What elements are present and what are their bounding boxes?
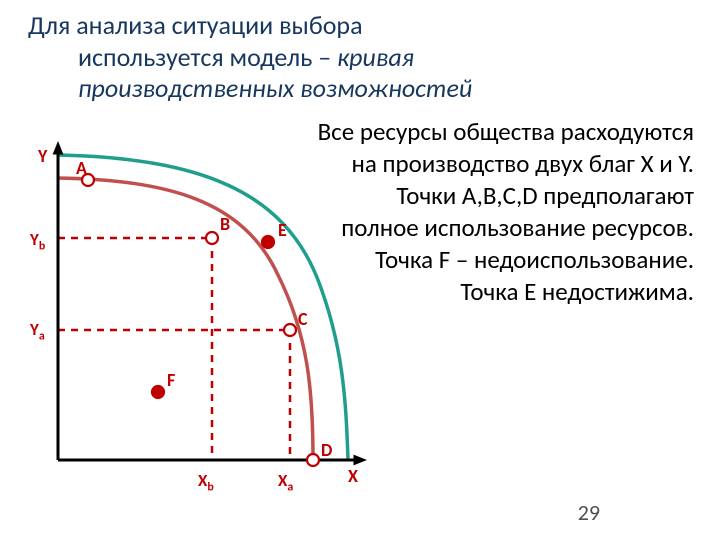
title-line2-wrap: используется модель – кривая производств… [28, 42, 688, 105]
point-C [284, 324, 296, 336]
body-p3: Точка F – недоиспользование. [375, 244, 694, 275]
x-axis-arrow [354, 455, 368, 466]
point-D [307, 454, 319, 466]
title-line2-italic: кривая [337, 41, 414, 73]
point-label-F: F [167, 369, 175, 391]
point-label-A: A [76, 157, 87, 179]
axis-label-Xa: Xa [278, 470, 293, 494]
point-label-B: B [220, 213, 230, 235]
point-B [206, 232, 218, 244]
point-E [262, 236, 274, 248]
ppf-inner-curve [58, 178, 313, 460]
body-p1: Все ресурсы общества расходуются на прои… [318, 116, 694, 179]
body-p2: Точки А,В,С,D предполагают полное исполь… [341, 180, 694, 243]
point-label-E: E [278, 219, 287, 241]
body-p4: Точка Е недостижима. [460, 276, 694, 307]
axis-label-Ya: Ya [29, 319, 45, 343]
page-number: 29 [578, 499, 600, 526]
point-F [152, 386, 164, 398]
axis-label-X: X [348, 465, 358, 487]
axis-label-Yb: Yb [29, 229, 46, 253]
point-label-C: C [298, 308, 308, 330]
ppf-chart: A B C D E F Y X Yb Ya Xb Xa [28, 130, 368, 500]
y-axis-arrow [53, 141, 64, 155]
title-line3-italic: производственных возможностей [78, 72, 472, 104]
point-label-D: D [321, 439, 332, 461]
body-text: Все ресурсы общества расходуются на прои… [314, 116, 694, 308]
slide-title: Для анализа ситуации выбора используется… [28, 10, 688, 105]
title-line1: Для анализа ситуации выбора [28, 9, 363, 41]
axis-label-Xb: Xb [198, 470, 214, 494]
slide: Для анализа ситуации выбора используется… [0, 0, 720, 540]
axis-label-Y: Y [37, 145, 48, 167]
title-line2: используется модель – [78, 41, 337, 73]
